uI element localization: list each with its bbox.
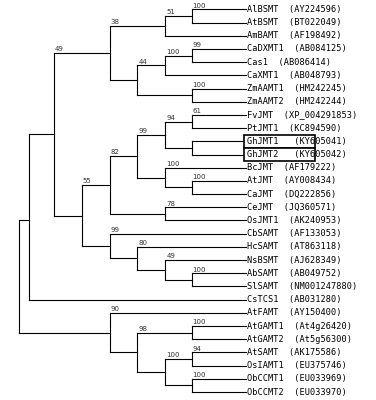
- Text: FvJMT  (XP_004291853): FvJMT (XP_004291853): [247, 110, 358, 120]
- Text: OsJMT1  (AK240953): OsJMT1 (AK240953): [247, 216, 342, 225]
- Text: Cas1  (AB086414): Cas1 (AB086414): [247, 58, 331, 67]
- Text: AtSAMT  (AK175586): AtSAMT (AK175586): [247, 348, 342, 357]
- Text: CbSAMT  (AF133053): CbSAMT (AF133053): [247, 229, 342, 238]
- Text: 49: 49: [55, 46, 64, 52]
- Text: 61: 61: [193, 108, 202, 114]
- Text: AlBSMT  (AY224596): AlBSMT (AY224596): [247, 5, 342, 14]
- FancyBboxPatch shape: [244, 135, 315, 148]
- Text: CsTCS1  (AB031280): CsTCS1 (AB031280): [247, 295, 342, 304]
- Text: 51: 51: [167, 9, 175, 15]
- Text: OsIAMT1  (EU375746): OsIAMT1 (EU375746): [247, 361, 347, 370]
- Text: 100: 100: [193, 372, 206, 378]
- Text: 98: 98: [138, 326, 147, 332]
- Text: 100: 100: [193, 82, 206, 88]
- Text: AtGAMT2  (At5g56300): AtGAMT2 (At5g56300): [247, 335, 352, 344]
- Text: 100: 100: [193, 174, 206, 180]
- Text: 99: 99: [111, 227, 120, 233]
- Text: 99: 99: [138, 128, 147, 134]
- Text: AmBAMT  (AF198492): AmBAMT (AF198492): [247, 31, 342, 40]
- Text: NsBSMT  (AJ628349): NsBSMT (AJ628349): [247, 256, 342, 264]
- Text: CeJMT  (JQ360571): CeJMT (JQ360571): [247, 203, 337, 212]
- Text: 44: 44: [138, 59, 147, 65]
- Text: 49: 49: [167, 254, 175, 260]
- Text: GhJMT1   (KY605041): GhJMT1 (KY605041): [247, 137, 347, 146]
- Text: ObCCMT1  (EU033969): ObCCMT1 (EU033969): [247, 374, 347, 383]
- Text: 90: 90: [111, 306, 120, 312]
- Text: 80: 80: [138, 240, 147, 246]
- Text: AtFAMT  (AY150400): AtFAMT (AY150400): [247, 308, 342, 317]
- Text: CaXMT1  (AB048793): CaXMT1 (AB048793): [247, 71, 342, 80]
- Text: ObCCMT2  (EU033970): ObCCMT2 (EU033970): [247, 388, 347, 396]
- Text: 94: 94: [193, 346, 202, 352]
- Text: SlSAMT  (NM001247880): SlSAMT (NM001247880): [247, 282, 358, 291]
- Text: 100: 100: [167, 352, 180, 358]
- Text: 94: 94: [167, 115, 175, 121]
- Text: 82: 82: [111, 149, 120, 155]
- Text: AbSAMT  (AB049752): AbSAMT (AB049752): [247, 269, 342, 278]
- Text: 99: 99: [193, 42, 202, 48]
- Text: AtBSMT  (BT022049): AtBSMT (BT022049): [247, 18, 342, 27]
- Text: 100: 100: [193, 3, 206, 9]
- Text: AtGAMT1  (At4g26420): AtGAMT1 (At4g26420): [247, 322, 352, 330]
- Text: 100: 100: [167, 161, 180, 167]
- Text: AtJMT  (AY008434): AtJMT (AY008434): [247, 176, 337, 185]
- Text: HcSAMT  (AT863118): HcSAMT (AT863118): [247, 242, 342, 251]
- Text: BcJMT  (AF179222): BcJMT (AF179222): [247, 163, 337, 172]
- Text: GhJMT2   (KY605042): GhJMT2 (KY605042): [247, 150, 347, 159]
- Text: ZmAAMT1  (HM242245): ZmAAMT1 (HM242245): [247, 84, 347, 93]
- Text: 100: 100: [167, 49, 180, 55]
- Text: 78: 78: [167, 201, 176, 207]
- Text: CaJMT  (DQ222856): CaJMT (DQ222856): [247, 190, 337, 198]
- Text: PtJMT1  (KC894590): PtJMT1 (KC894590): [247, 124, 342, 133]
- Text: 100: 100: [193, 319, 206, 325]
- Text: ZmAAMT2  (HM242244): ZmAAMT2 (HM242244): [247, 97, 347, 106]
- Text: 38: 38: [111, 19, 120, 25]
- Text: 100: 100: [193, 267, 206, 273]
- Text: CaDXMT1  (AB084125): CaDXMT1 (AB084125): [247, 44, 347, 54]
- Text: 55: 55: [83, 178, 91, 184]
- FancyBboxPatch shape: [244, 148, 315, 161]
